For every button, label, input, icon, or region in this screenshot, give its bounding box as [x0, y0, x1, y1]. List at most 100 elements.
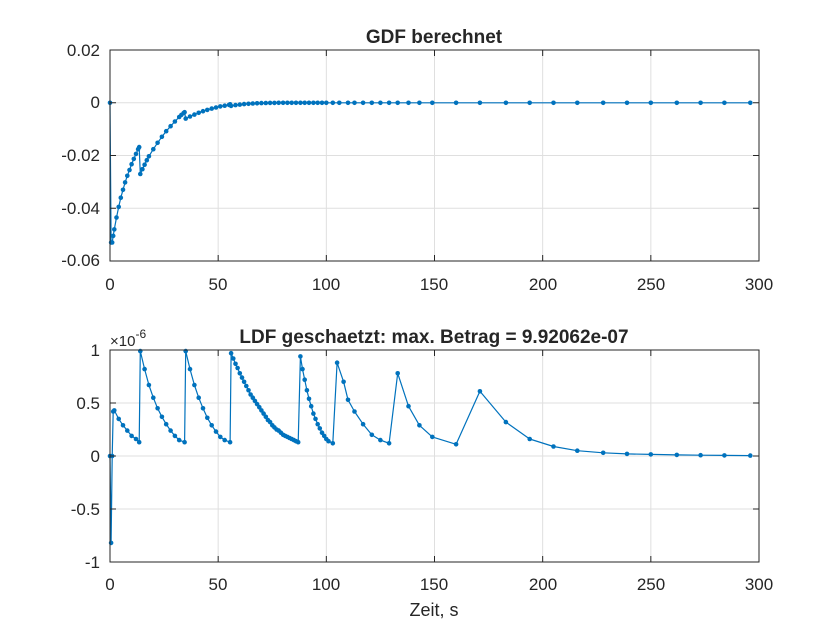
- data-point: [551, 100, 556, 106]
- data-point: [334, 360, 340, 366]
- data-point: [551, 444, 556, 449]
- data-point: [378, 437, 383, 443]
- plot-bottom: -1 -0.5 0 0.5 1 0 50 100 150 200 250 300…: [71, 327, 773, 620]
- data-point: [360, 421, 366, 427]
- data-point: [196, 110, 201, 116]
- data-point: [280, 100, 286, 106]
- data-point: [341, 379, 346, 385]
- data-point: [748, 100, 753, 106]
- data-point: [259, 408, 264, 413]
- data-point: [417, 100, 422, 106]
- plot-top: -0.06 -0.04 -0.02 0 0.02 0 50 100 150 20…: [61, 27, 773, 294]
- data-point: [430, 100, 435, 106]
- data-point: [196, 395, 201, 401]
- data-point: [172, 433, 178, 439]
- data-point: [252, 398, 258, 404]
- data-point: [228, 103, 234, 109]
- plot-top-xtick-label: 250: [637, 275, 665, 294]
- data-point: [116, 204, 121, 210]
- data-point: [155, 406, 160, 411]
- plot-bottom-xtick-label: 300: [745, 575, 773, 594]
- data-point: [176, 437, 182, 443]
- data-point: [233, 102, 238, 108]
- data-point: [319, 430, 325, 436]
- data-point: [527, 100, 532, 106]
- data-point: [317, 426, 323, 431]
- data-point: [110, 233, 116, 239]
- plot-bottom-ytick-label: 0.5: [76, 394, 100, 413]
- data-point: [246, 101, 251, 107]
- data-point: [218, 104, 223, 109]
- data-point: [159, 134, 165, 140]
- data-point: [477, 100, 483, 106]
- data-point: [648, 452, 654, 457]
- data-point: [748, 453, 753, 458]
- data-point: [168, 428, 173, 433]
- data-point: [698, 100, 703, 106]
- data-point: [600, 450, 606, 456]
- data-point: [187, 114, 193, 119]
- data-point: [131, 156, 137, 162]
- data-point: [261, 411, 266, 416]
- data-point: [360, 100, 366, 106]
- data-point: [246, 388, 251, 393]
- data-point: [386, 100, 392, 106]
- plot-top-xtick-labels: 0 50 100 150 200 250 300: [105, 275, 773, 294]
- plot-bottom-ytick-labels: -1 -0.5 0 0.5 1: [71, 341, 100, 572]
- data-point: [259, 100, 264, 106]
- data-point: [285, 100, 290, 106]
- data-point: [254, 101, 260, 106]
- plot-bottom-xtick-label: 100: [312, 575, 340, 594]
- data-point: [172, 119, 178, 124]
- data-point: [417, 423, 422, 428]
- data-point: [142, 162, 147, 167]
- plot-top-xtick-label: 300: [745, 275, 773, 294]
- data-point: [209, 106, 214, 111]
- data-point: [600, 100, 606, 106]
- data-point: [125, 428, 130, 433]
- data-point: [306, 100, 312, 106]
- plot-bottom-exponent-label: ×10-6: [110, 327, 146, 350]
- data-point: [503, 419, 509, 425]
- data-point: [324, 100, 329, 106]
- data-point: [222, 103, 227, 108]
- data-point: [237, 102, 243, 107]
- data-point: [250, 101, 256, 106]
- plot-bottom-xtick-label: 0: [105, 575, 114, 594]
- data-point: [298, 354, 303, 359]
- data-point: [326, 438, 331, 444]
- data-point: [395, 100, 401, 106]
- data-point: [133, 151, 139, 157]
- data-point: [218, 434, 223, 440]
- data-point: [575, 100, 580, 106]
- plot-bottom-tick-marks: [109, 349, 760, 563]
- plot-top-series: [107, 100, 753, 245]
- data-point: [109, 240, 115, 245]
- data-point: [311, 100, 316, 106]
- plot-top-ytick-labels: -0.06 -0.04 -0.02 0 0.02: [61, 41, 100, 270]
- data-point: [205, 415, 210, 421]
- data-point: [136, 439, 142, 445]
- data-point: [133, 436, 139, 442]
- data-point: [136, 144, 142, 150]
- data-point: [345, 100, 351, 106]
- data-point: [213, 429, 219, 434]
- data-point: [722, 453, 727, 458]
- plot-bottom-ytick-label: 1: [91, 341, 100, 360]
- data-point: [624, 100, 630, 106]
- plot-bottom-ytick-label: -1: [85, 553, 100, 572]
- data-point: [241, 379, 247, 385]
- data-point: [192, 112, 197, 117]
- data-point: [241, 101, 247, 107]
- data-point: [192, 382, 197, 388]
- data-point: [330, 100, 336, 106]
- data-point: [146, 382, 152, 388]
- plot-top-ytick-label: 0.02: [67, 41, 100, 60]
- data-point: [144, 157, 150, 163]
- data-point: [205, 107, 210, 113]
- plot-top-tick-marks: [109, 49, 760, 262]
- data-point: [345, 397, 351, 403]
- data-point: [213, 105, 219, 110]
- data-point: [298, 100, 303, 106]
